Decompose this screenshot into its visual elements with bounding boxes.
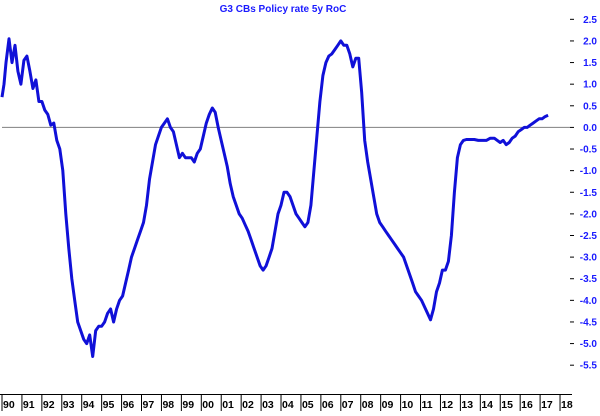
x-tick-label: 14 xyxy=(481,399,493,411)
y-tick-label: -4.0 xyxy=(580,296,598,307)
x-tick-label: 12 xyxy=(441,399,453,411)
x-tick-label: 17 xyxy=(541,399,553,411)
y-tick-label: 0.0 xyxy=(583,123,597,134)
x-tick-label: 07 xyxy=(342,399,354,411)
x-tick-label: 10 xyxy=(402,399,414,411)
y-tick-label: -0.5 xyxy=(580,145,598,156)
y-tick-label: 1.0 xyxy=(583,80,597,91)
x-tick-label: 02 xyxy=(242,399,254,411)
x-tick-label: 94 xyxy=(83,399,95,411)
x-tick-label: 11 xyxy=(422,399,433,411)
y-tick-label: -3.5 xyxy=(580,274,598,285)
x-tick-label: 16 xyxy=(521,399,533,411)
x-tick-label: 01 xyxy=(222,399,234,411)
x-axis: 90 91 92 93 94 95 96 97 98 99 00 01 02 03 04 05 06 07 08 09… xyxy=(0,394,573,411)
x-tick-label: 98 xyxy=(162,399,174,411)
y-tick-label: -5.5 xyxy=(580,361,598,372)
series-line-0 xyxy=(0,37,549,358)
y-tick-label: -1.5 xyxy=(580,188,598,199)
y-tick-label: 0.5 xyxy=(583,101,597,112)
y-axis: 2.5 2.0 1.5 1.0 0.5 0.0 -0.5 -1.0 -1.5 -2.0 -2.5 -3… xyxy=(570,15,597,372)
y-tick-label: 2.0 xyxy=(583,36,597,47)
x-tick-label: 00 xyxy=(202,399,214,411)
x-tick-label: 05 xyxy=(302,399,314,411)
y-tick-label: -2.0 xyxy=(580,209,598,220)
x-tick-label: 09 xyxy=(382,399,394,411)
x-tick-label: 15 xyxy=(501,399,513,411)
y-tick-label: -5.0 xyxy=(580,339,598,350)
y-tick-label: 1.5 xyxy=(583,58,597,69)
x-tick-label: 13 xyxy=(461,399,473,411)
x-tick-label: 93 xyxy=(63,399,75,411)
x-tick-label: 92 xyxy=(43,399,55,411)
x-tick-label: 99 xyxy=(182,399,194,411)
plot-area xyxy=(0,37,570,358)
x-tick-label: 18 xyxy=(561,399,573,411)
x-tick-label: 08 xyxy=(362,399,374,411)
x-tick-label: 97 xyxy=(143,399,155,411)
x-tick-label: 03 xyxy=(262,399,274,411)
x-tick-label: 95 xyxy=(103,399,115,411)
x-tick-label: 06 xyxy=(322,399,334,411)
y-tick-label: -1.0 xyxy=(580,166,598,177)
y-tick-label: -3.0 xyxy=(580,253,598,264)
y-tick-label: 2.5 xyxy=(583,15,597,26)
x-tick-label: 91 xyxy=(23,399,35,411)
y-tick-label: -4.5 xyxy=(580,317,598,328)
chart-title: G3 CBs Policy rate 5y RoC xyxy=(220,4,347,15)
x-tick-label: 04 xyxy=(282,399,294,411)
x-tick-label: 90 xyxy=(3,399,15,411)
x-tick-label: 96 xyxy=(123,399,135,411)
y-tick-label: -2.5 xyxy=(580,231,598,242)
